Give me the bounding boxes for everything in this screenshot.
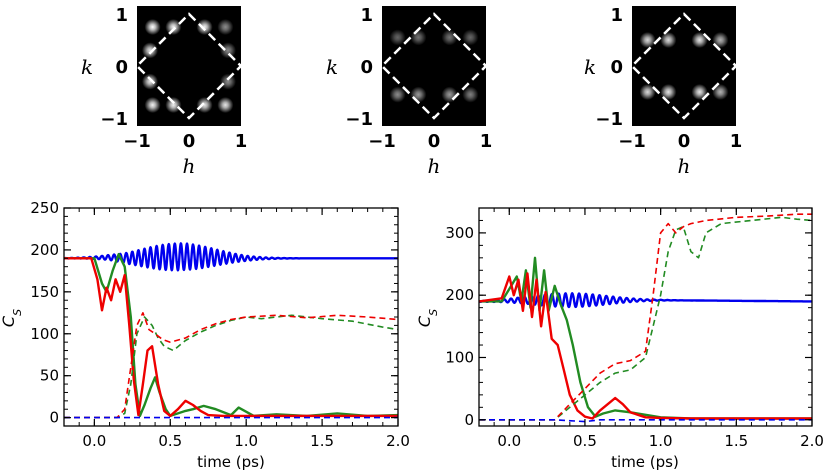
heatmap-1-ylabel: k [81,55,93,79]
brillouin-zone-2 [380,12,488,120]
heatmap-3-xtick-right: 1 [730,131,743,152]
bragg-peak [144,19,161,35]
line-chart-left-frame [63,207,399,427]
heatmap-2-ytick-bottom: −1 [345,109,373,130]
x-tick-label: 1.0 [234,432,258,450]
series-green-dashed [64,314,398,419]
series-green-solid [479,256,812,420]
brillouin-zone-3 [630,12,738,120]
heatmap-panel-3: k 1 0 −1 −1 0 1 h [584,5,742,178]
heatmap-2-background [382,6,486,126]
line-chart-left: 0.0 0.5 1.0 1.5 2.0 0 50 100 150 200 250 time (ps)… [0,199,410,471]
series-red-solid [479,272,812,420]
heatmap-1-xtick-left: −1 [123,131,151,152]
series-red-dashed [64,311,398,419]
line-chart-left-ylabel: CS [0,309,24,327]
heatmap-3-xlabel: h [678,154,691,178]
bragg-peak [660,84,677,100]
y-tick-label: 250 [30,199,59,217]
series-green-dashed [479,216,812,421]
heatmap-2-xtick-mid: 0 [428,131,441,152]
x-tick-label: 0.5 [573,432,597,450]
heatmap-3-ytick-top: 1 [610,5,623,26]
heatmap-3-ytick-bottom: −1 [595,109,623,130]
bragg-peak [142,73,158,90]
brillouin-zone-1 [135,12,243,120]
heatmap-1-xlabel: h [183,154,196,178]
heatmap-3-ylabel: k [584,55,596,79]
bragg-peak [462,29,479,46]
heatmap-1-ytick-bottom: −1 [100,109,128,130]
bragg-peak [691,32,708,48]
y-tick-label: 150 [30,283,59,301]
bragg-peak [220,42,236,59]
bragg-peak [441,29,458,46]
bragg-peak [217,19,234,35]
y-tick-label: 50 [40,367,59,385]
bragg-peak [220,73,236,90]
y-tick-label: 0 [464,411,474,429]
heatmap-panel-1: k 1 0 −1 −1 0 1 h [81,5,247,178]
heatmap-1-ytick-top: 1 [115,5,128,26]
bragg-peak [639,84,656,100]
heatmap-3-xtick-mid: 0 [678,131,691,152]
bragg-peak [196,19,213,35]
heatmap-1-xtick-right: 1 [235,131,248,152]
heatmap-3-xtick-left: −1 [618,131,646,152]
bragg-peak [196,97,213,113]
line-chart-right-xlabel: time (ps) [611,453,679,471]
bragg-peak [217,97,234,113]
bragg-peak [144,97,161,113]
x-tick-label: 1.5 [724,432,748,450]
line-chart-left-xlabel: time (ps) [197,453,265,471]
bragg-peak [691,84,708,100]
heatmap-3-background [632,6,736,126]
heatmap-3-ytick-mid: 0 [610,57,623,78]
y-tick-label: 300 [445,224,474,242]
line-chart-right-frame [478,207,813,427]
bragg-peak [389,86,406,103]
heatmap-1-ytick-mid: 0 [115,57,128,78]
heatmap-2-ytick-mid: 0 [360,57,373,78]
bragg-peak [142,42,158,59]
y-tick-label: 200 [445,286,474,304]
series-red-solid [64,257,398,418]
bragg-peak [389,29,406,46]
bragg-peak [639,32,656,48]
bragg-peak [410,86,427,103]
y-tick-label: 100 [445,348,474,366]
heatmap-1-xtick-mid: 0 [183,131,196,152]
bragg-peak [462,86,479,103]
bragg-peak [712,84,729,100]
series-blue-dashed [479,418,812,423]
bragg-peak [410,29,427,46]
y-tick-label: 100 [30,325,59,343]
heatmap-2-ytick-top: 1 [360,5,373,26]
y-tick-label: 0 [49,409,59,427]
x-tick-label: 0.5 [158,432,182,450]
heatmap-2-xtick-right: 1 [480,131,493,152]
series-green-solid [64,252,398,418]
heatmap-2-xlabel: h [428,154,441,178]
heatmap-panel-2: k 1 0 −1 −1 0 1 h [326,5,492,178]
line-chart-right-ylabel: CS [415,309,440,327]
x-tick-label: 1.0 [649,432,673,450]
x-tick-label: 2.0 [386,432,410,450]
x-tick-label: 0.0 [497,432,521,450]
heatmap-2-xtick-left: −1 [368,131,396,152]
x-tick-label: 0.0 [82,432,106,450]
bragg-peak [441,86,458,103]
bragg-peak [165,97,182,113]
bragg-peak [712,32,729,48]
line-chart-right: 0.0 0.5 1.0 1.5 2.0 0 100 200 300 time (ps) CS [415,207,824,471]
x-tick-label: 1.5 [310,432,334,450]
heatmap-2-ylabel: k [326,55,338,79]
bragg-peak [660,32,677,48]
y-tick-label: 200 [30,241,59,259]
bragg-peak [165,19,182,35]
x-tick-label: 2.0 [800,432,824,450]
series-red-dashed [479,213,812,421]
